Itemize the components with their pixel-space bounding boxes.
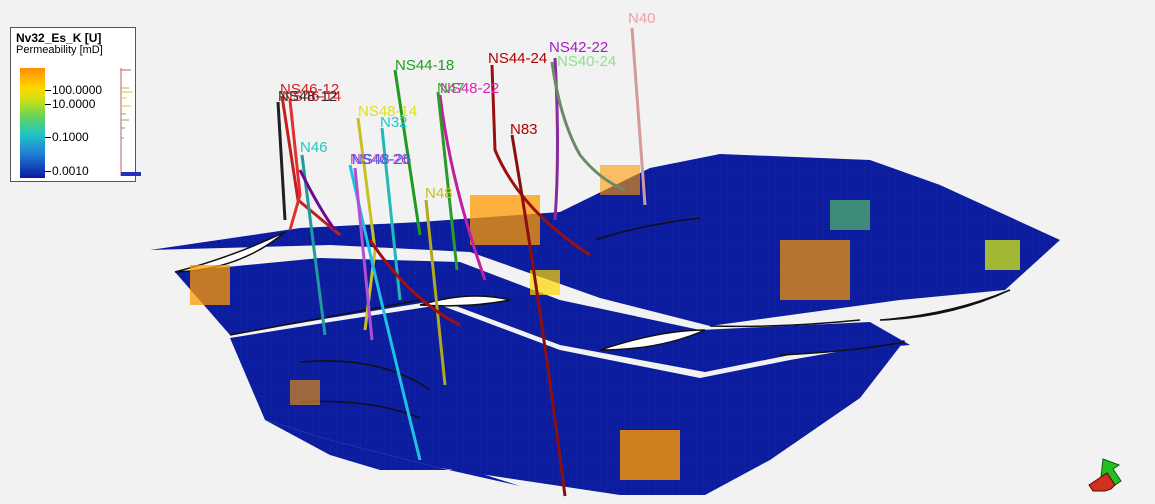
well-path-N46 (300, 154, 327, 336)
well-path-N83 (510, 134, 567, 497)
well-label-NS48-26: NS48-26 (352, 151, 411, 168)
well-label-N32: N32 (380, 114, 408, 131)
well-label-N83: N83 (510, 121, 538, 138)
colorbar-tick-label: 0.0010 (52, 164, 89, 178)
well-path-N40 (630, 27, 647, 206)
well-label-NS46-14: NS46-14 (282, 88, 341, 105)
colorbar-tick (45, 137, 51, 138)
colorbar-tick-label: 0.1000 (52, 130, 89, 144)
well-path-NS48-12 (276, 101, 287, 221)
well-label-N48: N48 (425, 185, 453, 202)
legend-subtitle: Permeability [mD] (16, 44, 103, 56)
color-legend: Nv32_Es_K [U] Permeability [mD] 100.0000… (10, 27, 141, 182)
colorbar-tick (45, 171, 51, 172)
well-label-NS44-18: NS44-18 (395, 57, 454, 74)
well-path-N47 (436, 91, 459, 271)
well-path-NS48-22 (438, 94, 487, 281)
legend-histogram (120, 68, 141, 176)
well-label-NS42-22: NS42-22 (549, 39, 608, 56)
fault-block-front-left (265, 420, 520, 486)
well-label-NS46-12: NS46-12 (280, 81, 339, 98)
well-path-NS48-26 (353, 167, 374, 341)
well-path-N48 (424, 199, 447, 386)
well-label-NS48-14: NS48-14 (358, 103, 417, 120)
well-label-NS40-24: NS40-24 (557, 53, 616, 70)
well-path-extra-purple (298, 169, 337, 231)
colorbar-tick-label: 10.0000 (52, 97, 96, 111)
well-label-N46: N46 (300, 139, 328, 156)
well-label-N40: N40 (628, 10, 656, 27)
colorbar (20, 68, 45, 178)
well-labels: N40 NS42-22 NS40-24 NS44-24 NS44-18 NS48… (278, 10, 656, 202)
well-label-N47: N47 (437, 80, 465, 97)
north-arrow-icon[interactable] (1085, 455, 1125, 497)
well-label-NS46-26: NS46-26 (350, 151, 409, 168)
well-path-NS44-24 (490, 64, 591, 257)
fault-block-front (230, 305, 905, 495)
well-path-NS40-24 (550, 61, 626, 192)
fault-block-middle (175, 258, 910, 372)
colorbar-tick (45, 90, 51, 91)
well-label-NS48-22: NS48-22 (440, 80, 499, 97)
well-path-NS44-18 (393, 69, 422, 236)
permeability-clusters (190, 165, 1020, 480)
well-trajectories (276, 27, 647, 497)
legend-title: Nv32_Es_K [U] (16, 31, 102, 45)
well-label-NS48-12: NS48-12 (278, 88, 337, 105)
well-path-N32 (380, 127, 402, 301)
colorbar-tick (45, 104, 51, 105)
well-path-extra-red (368, 239, 461, 327)
well-label-NS44-24: NS44-24 (488, 50, 547, 67)
well-path-NS46-14 (288, 99, 302, 231)
colorbar-tick-label: 100.0000 (52, 83, 103, 97)
